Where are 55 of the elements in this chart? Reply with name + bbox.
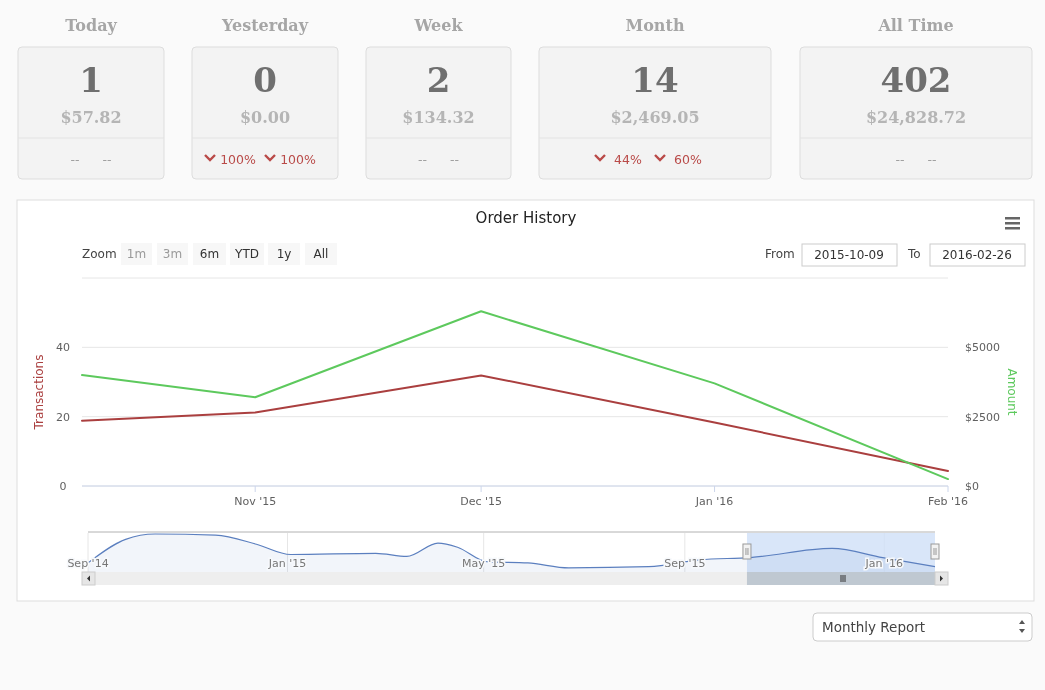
x-tick-label: Sep '14 [67, 557, 109, 570]
y2-tick-label: $5000 [965, 341, 1000, 355]
text: 1 [79, 60, 103, 100]
x-tick-label: Nov '15 [234, 495, 277, 508]
text: 3m [162, 247, 183, 261]
text: 2015-10-09 [814, 248, 884, 262]
text: All [313, 247, 329, 261]
x-tick-label: Feb '16 [928, 495, 968, 508]
text: 14 [631, 60, 679, 100]
text: To [907, 247, 921, 261]
line-series [81, 374, 949, 473]
text: Zoom [82, 247, 117, 261]
text: 100% [280, 152, 316, 167]
y-axis-title: Transactions [32, 354, 46, 431]
text: 100% [220, 152, 256, 167]
y-tick-label: 40 [56, 341, 70, 355]
text: 1y [276, 247, 292, 261]
text: $57.82 [60, 108, 122, 127]
text: 2016-02-26 [942, 248, 1012, 262]
text: -- [895, 152, 905, 167]
y-tick-label: 20 [56, 410, 70, 424]
text: Yesterday [220, 16, 309, 35]
text: All Time [877, 16, 954, 35]
text: 44% [614, 152, 643, 167]
y2-tick-label: $0 [965, 480, 979, 493]
y-tick-label: 0 [59, 480, 67, 493]
text: -- [449, 152, 460, 167]
text: $134.32 [402, 108, 475, 127]
text: 402 [880, 60, 952, 100]
y2-axis-title: Amount [1005, 368, 1019, 416]
text: 60% [674, 152, 703, 167]
text: $0.00 [239, 108, 291, 127]
y2-tick-label: $2500 [965, 410, 1000, 424]
text: $24,828.72 [865, 108, 967, 127]
text: Monthly Report [822, 619, 926, 635]
text: 0 [253, 60, 277, 100]
text: Month [625, 16, 685, 35]
text: $2,469.05 [610, 108, 700, 127]
chart-title: Order History [475, 209, 577, 227]
x-tick-label: Dec '15 [460, 495, 503, 508]
text: YTD [234, 247, 259, 261]
x-tick-label: Jan '16 [864, 557, 904, 570]
text: 2 [426, 60, 451, 100]
x-tick-label: Jan '15 [267, 557, 307, 570]
text: Week [413, 16, 464, 35]
text: 1m [126, 247, 147, 261]
text: Today [65, 16, 118, 35]
text: -- [417, 152, 428, 167]
text: From [765, 247, 795, 261]
text: 6m [199, 247, 220, 261]
text: -- [70, 152, 80, 167]
text: -- [927, 152, 937, 167]
line-series [81, 310, 949, 481]
text: -- [102, 152, 112, 167]
x-tick-label: Jan '16 [694, 495, 734, 508]
